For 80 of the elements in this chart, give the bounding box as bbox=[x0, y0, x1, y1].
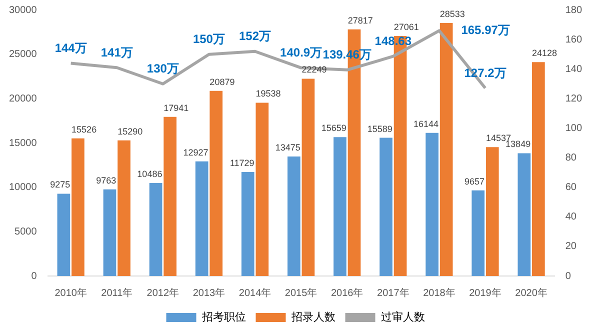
x-tick-label: 2020年 bbox=[515, 286, 548, 299]
y2-tick-label: 120 bbox=[565, 93, 582, 104]
y2-tick-label: 20 bbox=[565, 241, 577, 252]
bar bbox=[472, 190, 485, 276]
bar bbox=[486, 147, 499, 276]
data-label: 19538 bbox=[256, 88, 281, 99]
data-label: 150万 bbox=[192, 32, 225, 46]
y2-tick-label: 160 bbox=[565, 34, 582, 46]
y2-tick-label: 180 bbox=[565, 4, 582, 16]
y-tick-label: 15000 bbox=[8, 138, 38, 149]
y-tick-label: 0 bbox=[31, 270, 38, 282]
data-label: 127.2万 bbox=[464, 66, 506, 80]
bar bbox=[195, 161, 208, 276]
bar bbox=[103, 189, 116, 276]
bar bbox=[118, 140, 130, 276]
bar bbox=[72, 138, 84, 276]
legend-label: 过审人数 bbox=[380, 310, 425, 324]
data-label: 13849 bbox=[506, 139, 531, 150]
x-tick-label: 2017年 bbox=[377, 286, 410, 299]
data-label: 17941 bbox=[164, 102, 189, 113]
bar bbox=[164, 116, 176, 276]
x-tick-label: 2015年 bbox=[284, 286, 318, 299]
bar bbox=[288, 156, 300, 276]
data-label: 15526 bbox=[72, 124, 97, 134]
legend-label: 招考职位 bbox=[200, 310, 246, 324]
data-label: 9763 bbox=[96, 175, 116, 186]
x-tick-label: 2019年 bbox=[469, 286, 502, 299]
bar bbox=[334, 137, 346, 276]
x-tick-label: 2012年 bbox=[146, 286, 180, 299]
y-tick-label: 10000 bbox=[8, 182, 38, 194]
y-tick-label: 30000 bbox=[8, 4, 38, 16]
x-tick-label: 2010年 bbox=[54, 286, 87, 299]
data-label: 12927 bbox=[183, 147, 208, 158]
data-label: 165.97万 bbox=[461, 23, 510, 38]
y2-tick-label: 100 bbox=[565, 122, 582, 134]
data-label: 141万 bbox=[100, 45, 133, 60]
bar bbox=[241, 172, 254, 276]
data-label: 27061 bbox=[394, 22, 419, 32]
data-label: 20879 bbox=[210, 76, 235, 87]
data-label: 15659 bbox=[321, 123, 346, 134]
data-label: 24128 bbox=[532, 48, 558, 58]
data-label: 13475 bbox=[275, 142, 300, 153]
x-tick-label: 2018年 bbox=[423, 286, 456, 299]
data-label: 16144 bbox=[413, 118, 438, 129]
data-label: 10486 bbox=[137, 169, 162, 180]
data-label: 152万 bbox=[239, 29, 272, 44]
bar bbox=[149, 183, 162, 276]
bar bbox=[302, 78, 315, 276]
x-tick-label: 2014年 bbox=[238, 286, 272, 299]
y-tick-label: 5000 bbox=[14, 226, 38, 238]
y-tick-label: 25000 bbox=[8, 49, 38, 60]
data-label: 28533 bbox=[440, 8, 465, 19]
bar bbox=[57, 194, 70, 276]
bar bbox=[380, 138, 392, 276]
y2-tick-label: 40 bbox=[565, 212, 577, 223]
data-label: 9275 bbox=[50, 180, 70, 190]
x-tick-label: 2011年 bbox=[101, 286, 133, 299]
y2-tick-label: 80 bbox=[565, 152, 577, 164]
bar bbox=[210, 90, 223, 276]
data-label: 15290 bbox=[118, 126, 143, 136]
bar bbox=[256, 102, 269, 276]
data-label: 140.9万 bbox=[280, 46, 322, 60]
x-tick-label: 2016年 bbox=[330, 286, 364, 299]
y2-tick-label: 140 bbox=[565, 64, 582, 75]
y-tick-label: 20000 bbox=[8, 93, 38, 104]
bar bbox=[426, 132, 438, 276]
bar bbox=[518, 153, 531, 276]
legend-label: 招录人数 bbox=[290, 312, 336, 324]
data-label: 144万 bbox=[54, 41, 87, 56]
x-tick-label: 2013年 bbox=[192, 286, 226, 299]
data-label: 15589 bbox=[367, 124, 392, 134]
y2-tick-label: 0 bbox=[565, 270, 572, 282]
data-label: 27817 bbox=[348, 15, 373, 26]
bar bbox=[532, 62, 545, 276]
data-label: 11729 bbox=[230, 158, 254, 168]
data-label: 130万 bbox=[146, 62, 179, 76]
data-label: 9657 bbox=[464, 176, 485, 186]
bar bbox=[440, 23, 453, 276]
y2-tick-label: 60 bbox=[565, 182, 577, 194]
data-label: 22249 bbox=[302, 64, 327, 75]
